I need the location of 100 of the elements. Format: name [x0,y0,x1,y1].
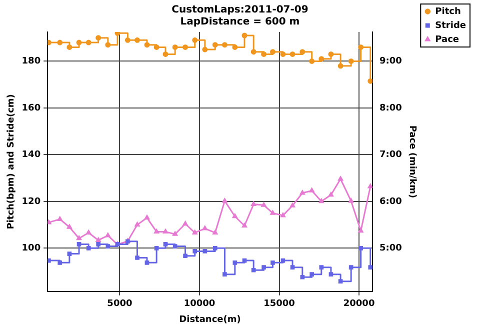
y2-axis-title: Pace (min/km) [406,125,417,198]
point [242,258,247,263]
point [182,221,188,226]
point [262,265,266,270]
point [202,46,208,52]
point [280,212,286,218]
y2-tick-label: 7:00 [379,150,402,160]
y2-tick-label: 5:00 [379,244,402,254]
point [135,256,140,260]
point [96,242,100,246]
point [222,272,227,277]
point [105,42,111,48]
point [57,216,62,221]
point [348,58,354,64]
y-axis-title: Pitch(bpm) and Stride(cm) [6,94,17,230]
point [251,268,256,272]
point [182,44,188,50]
x-tick-label: 10000 [184,299,216,310]
legend-label: Pitch [435,6,461,17]
point [212,246,218,250]
point [202,249,208,254]
point [163,242,168,246]
point [280,258,286,263]
point [358,228,364,233]
point [328,192,334,197]
y2-tick-label: 9:00 [379,56,402,67]
point [172,244,178,248]
point [144,42,150,48]
point [57,40,63,46]
point [261,202,266,207]
point [202,226,208,230]
point [154,246,159,250]
point [328,272,334,277]
point [134,37,140,43]
y-tick-label: 100 [22,244,41,254]
point [66,224,72,229]
point [318,56,324,62]
chart-subtitle: LapDistance = 600 m [180,16,300,28]
point [222,42,228,48]
point [338,279,343,284]
chart-title: CustomLaps:2011-07-09 [172,4,308,16]
point [183,254,188,258]
point [106,244,110,248]
y-tick-label: 140 [22,150,41,160]
point [250,49,256,55]
point [270,210,276,215]
legend-label: Stride [435,20,466,31]
point [172,231,178,236]
point [232,44,238,50]
point [242,32,248,38]
point [212,42,218,48]
point [319,265,324,270]
point [76,242,82,246]
y-tick-label: 160 [22,103,41,114]
point [300,190,305,195]
point [338,63,344,69]
point [318,198,324,204]
point [280,51,286,57]
x-tick-label: 20000 [343,299,375,310]
point [105,232,110,238]
x-tick-label: 5000 [107,299,132,310]
x-axis-title: Distance(m) [179,314,241,325]
point [358,44,364,50]
point [290,202,295,208]
x-tick-label: 15000 [264,299,295,310]
point [212,230,218,234]
point [300,274,305,280]
point [48,258,51,263]
point [192,37,198,43]
point [86,40,92,46]
point [290,51,296,57]
point [192,249,198,254]
y-tick-label: 180 [22,56,41,67]
point [300,49,306,55]
point [232,214,238,218]
point [270,260,275,265]
point [270,49,276,55]
point [348,198,354,203]
point [66,44,72,50]
point [368,78,372,84]
point [261,51,267,57]
y2-tick-label: 8:00 [379,103,402,114]
y-tick-label: 120 [22,196,41,207]
point [96,35,102,41]
point [124,37,130,43]
point [172,44,178,50]
point [358,246,363,250]
point [96,237,101,242]
point [309,58,315,64]
point [368,184,372,188]
point [368,265,372,270]
point [86,246,91,250]
point [48,220,52,224]
point [58,260,62,265]
y2-tick-label: 6:00 [379,196,402,207]
point [76,40,82,46]
point [86,230,92,234]
point [290,265,295,270]
point [162,51,168,57]
point [222,198,228,203]
